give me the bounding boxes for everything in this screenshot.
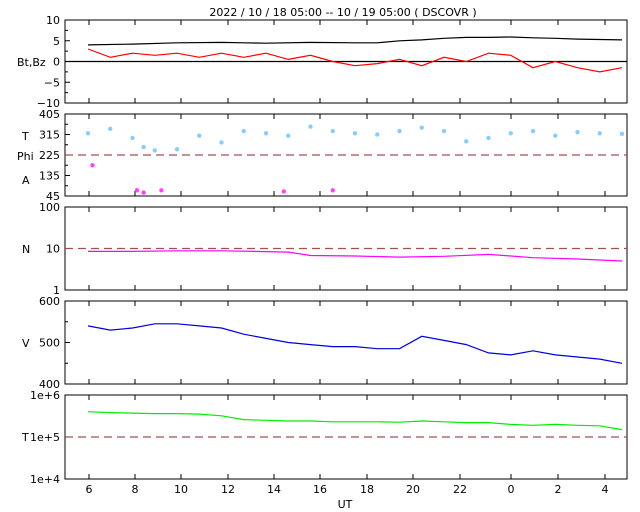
theta-point <box>308 124 313 129</box>
x-axis-label: UT <box>338 498 353 511</box>
x-tick-label: 0 <box>508 483 515 496</box>
theta-point <box>464 139 469 144</box>
phi-point <box>90 163 95 168</box>
theta-point <box>419 125 424 130</box>
theta-point <box>530 128 536 134</box>
theta-point <box>597 131 602 136</box>
theta-point <box>575 130 580 135</box>
theta-point <box>174 147 180 152</box>
theta-point <box>263 131 269 136</box>
theta-point <box>330 128 335 134</box>
x-tick-label: 12 <box>221 483 235 496</box>
panel-mag: 10 5 0 −5 −10 Bt,Bz <box>17 14 628 110</box>
theta-point <box>152 148 157 153</box>
theta-point <box>352 131 358 136</box>
theta-point <box>108 126 113 132</box>
Bt-series-line <box>87 36 623 46</box>
y-tick-label: 1e+4 <box>30 473 60 486</box>
N-series-line <box>88 250 623 262</box>
theta-point <box>219 140 224 145</box>
x-tick-label: 4 <box>602 483 609 496</box>
theta-point <box>397 128 402 134</box>
theta-point <box>141 144 146 150</box>
phi-point <box>281 189 286 194</box>
y-tick-label: 315 <box>39 129 60 142</box>
theta-point <box>486 135 491 141</box>
y-axis-label: T <box>21 130 29 143</box>
V-series-line <box>87 323 623 364</box>
y-tick-label: 135 <box>39 170 60 183</box>
x-tick-label: 2 <box>555 483 562 496</box>
y-tick-label: 225 <box>39 149 60 162</box>
y-tick-label: 0 <box>53 56 60 69</box>
y-tick-label: 1e+6 <box>30 389 60 402</box>
phi-point <box>134 188 140 193</box>
y-tick-label: −10 <box>37 97 60 110</box>
phi-point <box>141 190 146 195</box>
theta-point <box>553 133 558 138</box>
theta-point <box>441 128 447 134</box>
y-tick-label: 100 <box>39 201 60 214</box>
chart-title: 2022 / 10 / 18 05:00 -- 10 / 19 05:00 ( … <box>209 6 476 19</box>
panel-angles: 405 315 225 135 45 T Phi A <box>17 108 628 203</box>
y-axis-label: Bt,Bz <box>17 56 46 69</box>
y-tick-label: −5 <box>44 76 60 89</box>
y-tick-label: 1e+5 <box>30 431 60 444</box>
y-tick-label: 5 <box>53 35 60 48</box>
panel-temperature: 1e+6 1e+5 1e+4 T <box>21 389 628 486</box>
T-series-line <box>87 411 623 431</box>
x-tick-label: 22 <box>453 483 467 496</box>
theta-point <box>508 131 513 136</box>
x-tick-label: 18 <box>360 483 374 496</box>
y-tick-label: 400 <box>39 378 60 391</box>
x-tick-label: 16 <box>313 483 327 496</box>
theta-point <box>375 132 380 137</box>
theta-point <box>130 135 135 141</box>
panel-density: 100 10 1 N <box>22 201 628 297</box>
x-tick-label: 20 <box>406 483 420 496</box>
Bz-series-line <box>87 48 623 73</box>
y-tick-label: 600 <box>39 295 60 308</box>
y-tick-label: 500 <box>39 337 60 350</box>
y-tick-label: 45 <box>46 190 60 203</box>
phi-point <box>330 188 335 193</box>
theta-point <box>619 131 625 137</box>
theta-point <box>85 131 91 136</box>
theta-point <box>241 128 246 134</box>
theta-point <box>197 133 202 138</box>
theta-point <box>286 133 291 138</box>
x-tick-label: 8 <box>132 483 139 496</box>
phi-point <box>159 188 164 193</box>
y-tick-label: 10 <box>46 14 60 27</box>
y-axis-label: N <box>22 243 30 256</box>
y-tick-label: 405 <box>39 108 60 121</box>
x-tick-label: 14 <box>267 483 281 496</box>
y-tick-label: 1 <box>53 284 60 297</box>
x-axis: 6 8 10 12 14 16 18 20 22 0 2 4 <box>86 483 609 496</box>
panel-speed: 600 500 400 V <box>22 295 628 391</box>
y-axis-label: Phi <box>17 150 34 163</box>
y-tick-label: 10 <box>46 243 60 256</box>
x-tick-label: 6 <box>86 483 93 496</box>
speed-frame <box>64 300 628 385</box>
y-axis-label: V <box>22 337 30 350</box>
x-tick-label: 10 <box>174 483 188 496</box>
y-axis-label: T <box>21 431 29 444</box>
y-axis-label: A <box>22 174 30 187</box>
